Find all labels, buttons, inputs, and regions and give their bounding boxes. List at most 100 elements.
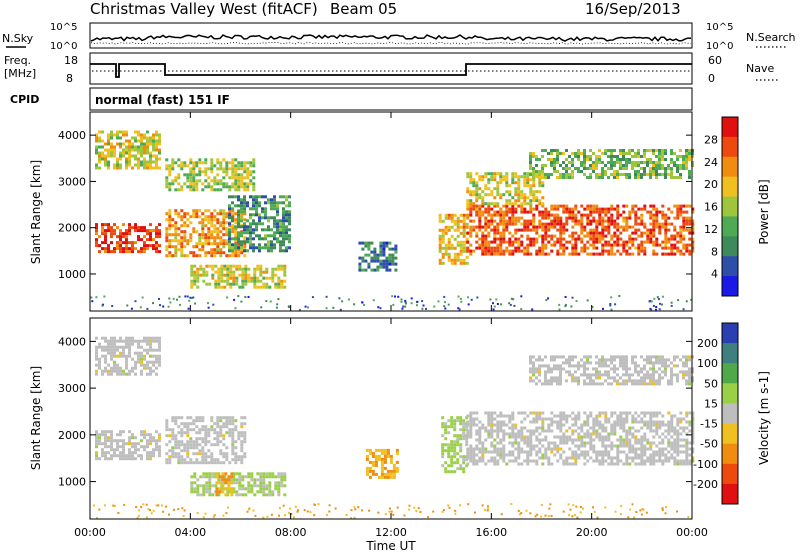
echo-cell <box>556 237 560 241</box>
echo-cell <box>213 248 217 252</box>
echo-cell <box>532 355 535 359</box>
echo-cell <box>667 420 671 424</box>
echo-cell <box>155 372 158 376</box>
echo-cell <box>595 231 599 235</box>
echo-cell <box>517 240 521 244</box>
echo-cell <box>568 456 572 460</box>
echo-cell <box>155 250 158 254</box>
echo-cell <box>180 215 184 219</box>
echo-cell <box>631 231 635 235</box>
echo-cell <box>469 411 473 415</box>
echo-cell <box>586 355 589 359</box>
echo-cell <box>223 273 227 277</box>
echo-cell <box>110 369 113 373</box>
echo-cell <box>444 467 448 471</box>
echo-cell <box>535 237 539 241</box>
echo-cell <box>238 493 242 497</box>
echo-cell <box>195 164 199 168</box>
echo-cell <box>535 367 538 371</box>
echo-cell <box>189 158 193 162</box>
echo-cell <box>538 222 542 226</box>
echo-cell <box>225 167 229 171</box>
echo-cell <box>447 252 451 256</box>
echo-cell <box>155 229 158 233</box>
echo-cell <box>676 246 680 250</box>
echo-cell <box>95 345 98 349</box>
echo-cell <box>688 219 692 223</box>
echo-cell <box>559 441 563 445</box>
echo-cell <box>679 237 683 241</box>
echo-cell <box>469 181 473 185</box>
echo-cell <box>538 213 542 217</box>
echo-cell <box>192 227 196 231</box>
echo-cell <box>649 234 653 238</box>
echo-cell <box>580 161 583 164</box>
echo-cell <box>634 453 638 457</box>
echo-cell <box>688 447 692 451</box>
echo-cell <box>493 252 497 256</box>
echo-cell <box>640 167 643 170</box>
echo-cell <box>595 459 599 463</box>
echo-cell <box>143 339 146 343</box>
echo-cell <box>673 234 677 238</box>
echo-cell <box>459 231 463 235</box>
echo-cell <box>490 420 494 424</box>
echo-cell <box>487 420 491 424</box>
echo-cell <box>559 429 563 433</box>
echo-cell <box>255 225 258 229</box>
echo-cell <box>508 222 512 226</box>
echo-cell <box>562 459 566 463</box>
echo-cell <box>259 478 263 482</box>
echo-cell <box>550 152 553 155</box>
echo-cell <box>456 258 460 262</box>
echo-cell <box>595 167 598 170</box>
echo-cell <box>444 307 447 310</box>
echo-cell <box>171 224 175 228</box>
echo-cell <box>107 339 110 343</box>
echo-cell <box>125 244 128 248</box>
echo-cell <box>691 411 695 415</box>
echo-cell <box>586 167 589 170</box>
echo-cell <box>204 440 208 444</box>
y-tick-label: 3000 <box>58 175 86 188</box>
echo-cell <box>234 176 238 180</box>
echo-cell <box>219 449 223 453</box>
echo-cell <box>240 173 244 177</box>
echo-cell <box>465 425 469 429</box>
echo-cell <box>619 426 623 430</box>
echo-cell <box>465 464 469 468</box>
echo-cell <box>213 458 217 462</box>
echo-cell <box>637 173 640 176</box>
echo-cell <box>168 167 172 171</box>
echo-cell <box>691 243 695 247</box>
echo-cell <box>201 182 205 186</box>
echo-cell <box>583 158 586 161</box>
echo-cell <box>646 438 650 442</box>
echo-cell <box>655 370 658 374</box>
echo-cell <box>559 152 562 155</box>
echo-cell <box>217 282 221 286</box>
echo-cell <box>529 432 533 436</box>
echo-cell <box>601 426 605 430</box>
echo-cell <box>371 460 375 464</box>
echo-cell <box>264 234 267 238</box>
echo-cell <box>559 379 562 383</box>
echo-cell <box>586 299 589 302</box>
echo-cell <box>231 219 234 223</box>
echo-cell <box>649 379 652 383</box>
echo-cell <box>475 444 479 448</box>
echo-cell <box>243 212 247 216</box>
echo-cell <box>571 216 575 220</box>
echo-cell <box>691 207 695 211</box>
echo-cell <box>228 237 231 241</box>
echo-cell <box>262 484 266 488</box>
echo-cell <box>550 382 553 386</box>
echo-cell <box>465 255 469 259</box>
echo-cell <box>244 276 248 280</box>
echo-cell <box>643 222 647 226</box>
echo-cell <box>456 222 460 226</box>
echo-cell <box>586 222 590 226</box>
echo-cell <box>514 447 518 451</box>
echo-cell <box>232 472 236 476</box>
echo-cell <box>204 254 208 258</box>
